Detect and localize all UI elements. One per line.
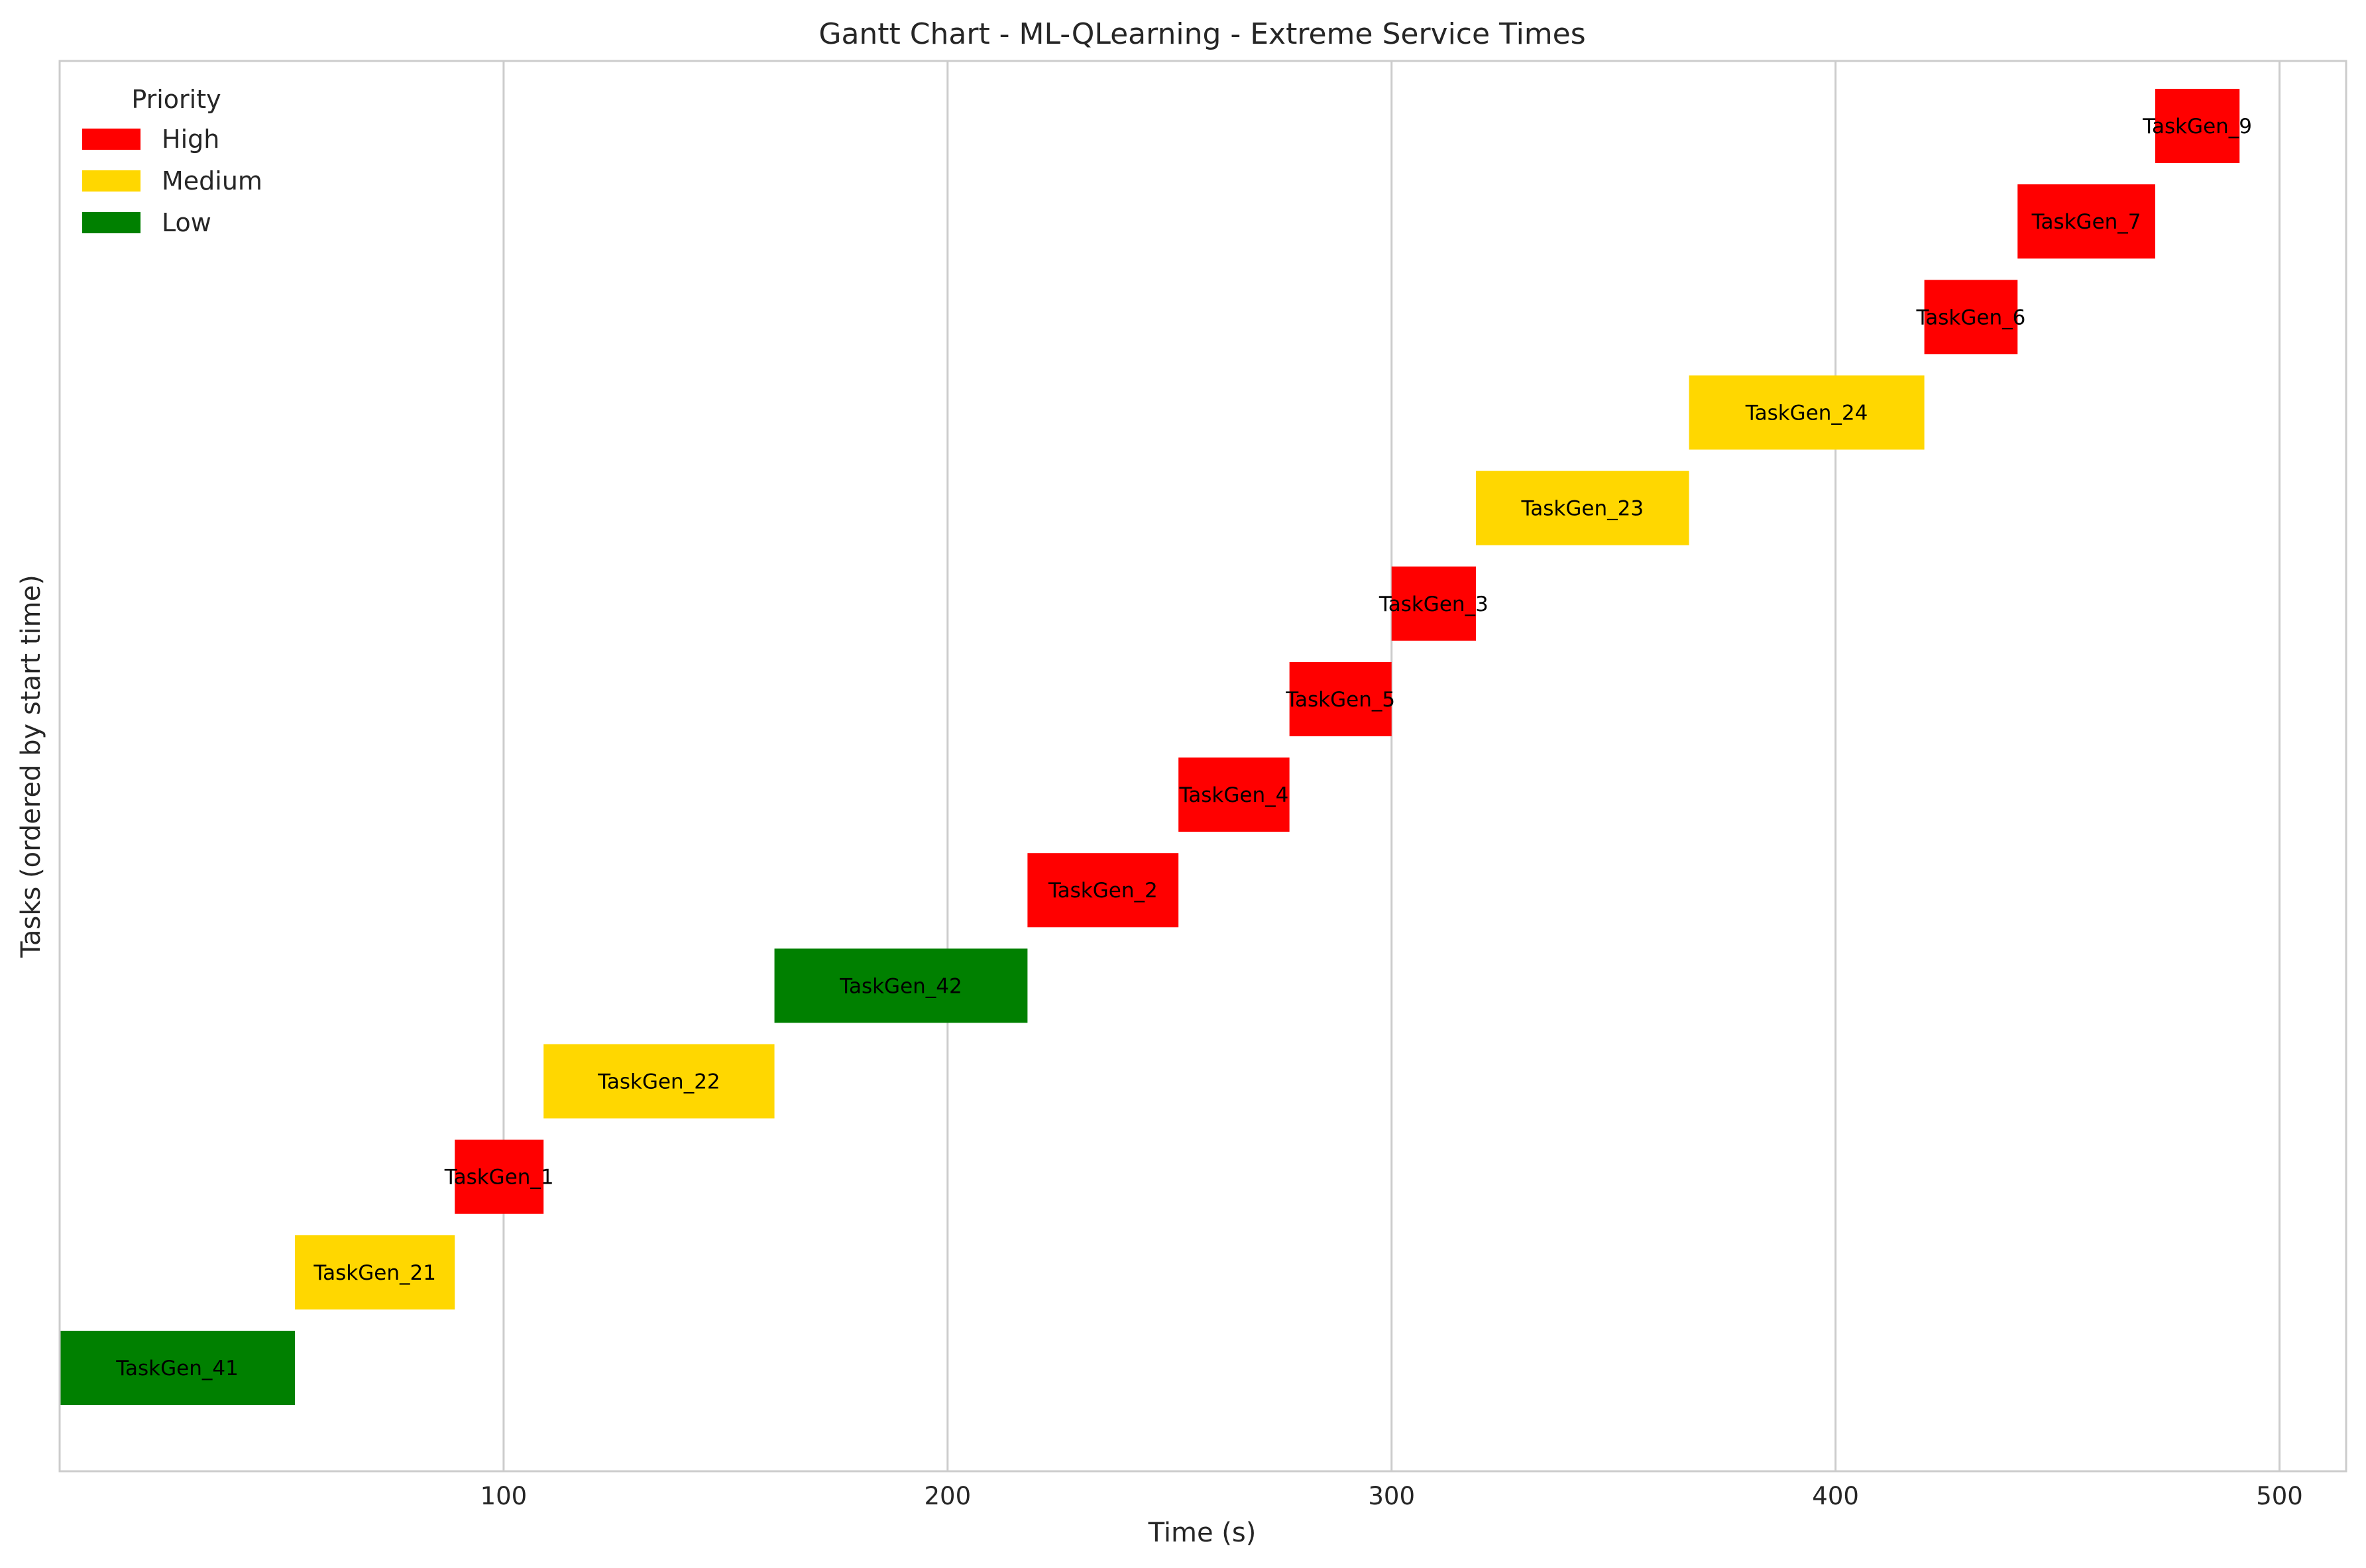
x-tick-label-200: 200 [924, 1482, 971, 1510]
plot-frame [58, 60, 2347, 1473]
bar-label-taskgen-21: TaskGen_21 [313, 1261, 436, 1285]
bar-taskgen-42 [774, 948, 1028, 1023]
grid-lines [502, 61, 2281, 1471]
bar-taskgen-6 [1924, 280, 2018, 355]
bar-taskgen-5 [1289, 661, 1392, 736]
bar-label-taskgen-3: TaskGen_3 [1379, 592, 1489, 616]
legend-swatch-low [82, 212, 141, 233]
bar-label-taskgen-2: TaskGen_2 [1048, 879, 1158, 903]
bar-label-taskgen-1: TaskGen_1 [444, 1166, 554, 1190]
bar-label-taskgen-5: TaskGen_5 [1285, 688, 1395, 712]
y-axis-label: Tasks (ordered by start time) [16, 575, 46, 958]
task-bars [60, 89, 2240, 1405]
bar-taskgen-3 [1391, 566, 1476, 641]
bar-taskgen-22 [543, 1044, 775, 1119]
legend-swatch-medium [82, 170, 141, 192]
legend-label-medium: Medium [162, 166, 262, 196]
bar-label-taskgen-42: TaskGen_42 [839, 974, 962, 998]
bar-taskgen-7 [2017, 184, 2155, 259]
bar-taskgen-23 [1475, 471, 1689, 545]
bar-taskgen-24 [1689, 375, 1925, 450]
bar-label-taskgen-41: TaskGen_41 [115, 1357, 239, 1380]
legend-title: Priority [131, 85, 221, 114]
bar-taskgen-21 [295, 1235, 455, 1310]
bar-label-taskgen-23: TaskGen_23 [1520, 497, 1644, 521]
x-tick-label-300: 300 [1368, 1482, 1415, 1510]
bar-label-taskgen-7: TaskGen_7 [2031, 210, 2141, 234]
x-tick-label-500: 500 [2256, 1482, 2303, 1510]
bar-taskgen-4 [1178, 757, 1290, 832]
x-tick-label-100: 100 [480, 1482, 528, 1510]
bar-taskgen-2 [1027, 853, 1179, 928]
bar-label-taskgen-9: TaskGen_9 [2142, 115, 2252, 139]
x-tick-label-400: 400 [1812, 1482, 1859, 1510]
legend: Priority High Medium Low [82, 85, 262, 237]
bar-taskgen-1 [455, 1139, 544, 1214]
bar-taskgen-9 [2155, 89, 2240, 163]
bar-label-taskgen-24: TaskGen_24 [1745, 401, 1868, 425]
bar-labels: TaskGen_41 TaskGen_21 TaskGen_1 TaskGen_22 T… [115, 115, 2252, 1380]
legend-swatch-high [82, 129, 141, 150]
x-axis-label: Time (s) [1148, 1518, 1257, 1548]
x-tick-labels: 100 200 300 400 500 [480, 1482, 2303, 1510]
chart-title: Gantt Chart - ML-QLearning - Extreme Ser… [818, 17, 1585, 51]
bar-taskgen-41 [60, 1331, 296, 1405]
bar-label-taskgen-6: TaskGen_6 [1915, 306, 2025, 329]
bar-label-taskgen-22: TaskGen_22 [597, 1070, 720, 1094]
legend-label-low: Low [162, 208, 211, 237]
legend-label-high: High [162, 125, 219, 154]
bar-label-taskgen-4: TaskGen_4 [1178, 783, 1288, 807]
